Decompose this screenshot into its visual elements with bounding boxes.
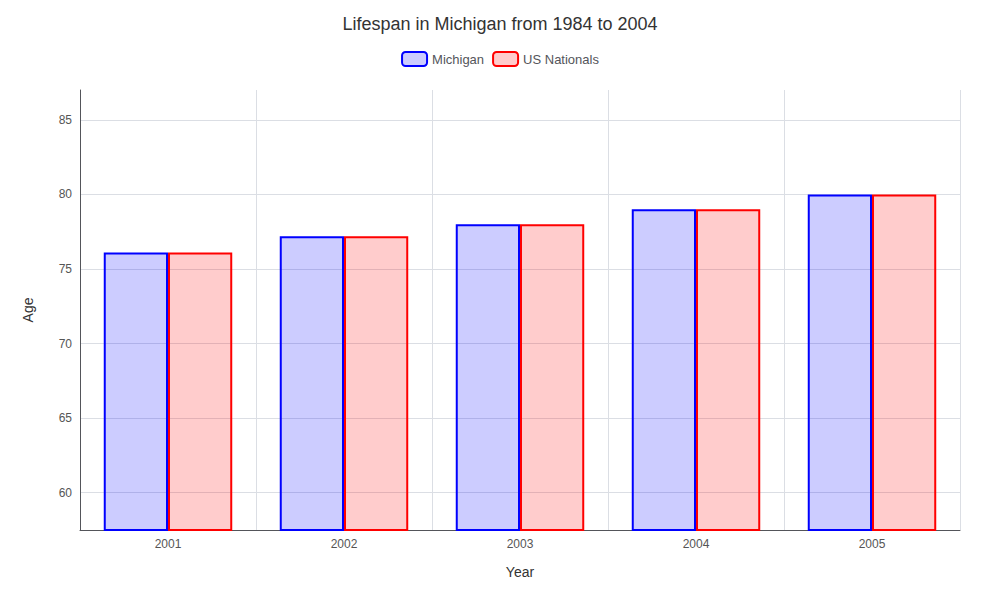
svg-text:2003: 2003: [507, 537, 534, 551]
svg-text:Year: Year: [506, 564, 535, 580]
svg-text:65: 65: [59, 411, 73, 425]
svg-text:2001: 2001: [155, 537, 182, 551]
svg-text:60: 60: [59, 486, 73, 500]
svg-text:US Nationals: US Nationals: [523, 52, 599, 67]
svg-text:Age: Age: [20, 297, 36, 322]
svg-text:Michigan: Michigan: [432, 52, 484, 67]
svg-text:85: 85: [59, 113, 73, 127]
svg-text:2004: 2004: [683, 537, 710, 551]
svg-text:70: 70: [59, 337, 73, 351]
svg-text:75: 75: [59, 262, 73, 276]
svg-text:80: 80: [59, 187, 73, 201]
svg-text:2005: 2005: [859, 537, 886, 551]
svg-text:Lifespan in Michigan from 1984: Lifespan in Michigan from 1984 to 2004: [342, 14, 657, 34]
svg-text:2002: 2002: [331, 537, 358, 551]
